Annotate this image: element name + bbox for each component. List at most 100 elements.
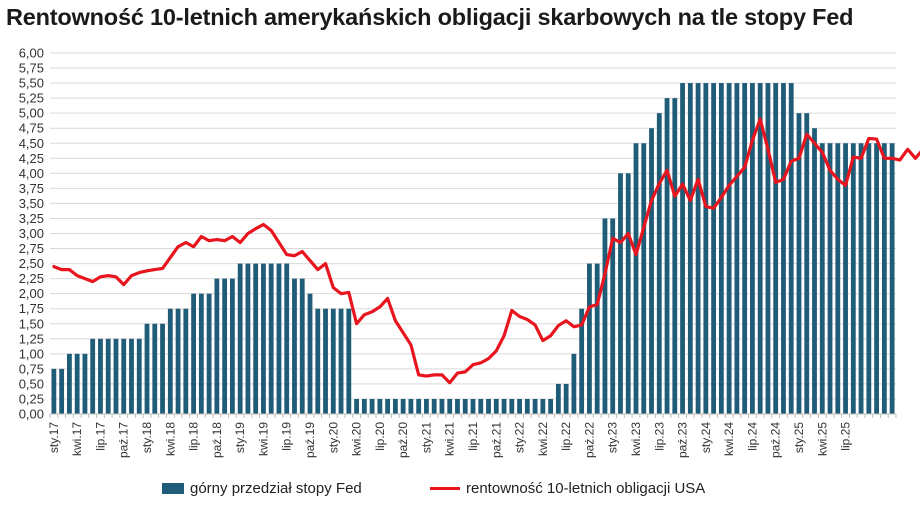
bar	[633, 143, 639, 414]
bar	[105, 338, 111, 414]
y-tick-label: 4,50	[19, 136, 44, 151]
bar	[757, 83, 763, 414]
x-axis: sty.17 kwi.17 lip.17 paź.17 sty.18 kwi.18 lip.…	[47, 413, 897, 458]
legend-swatch-line	[430, 487, 460, 490]
bar	[711, 83, 717, 414]
y-tick-label: 5,75	[19, 61, 44, 76]
y-tick-label: 3,00	[19, 226, 44, 241]
x-tick-label: lip.25	[839, 422, 853, 451]
bar	[229, 278, 235, 414]
bar	[548, 398, 554, 414]
bar	[299, 278, 305, 414]
bar	[540, 398, 546, 414]
bar	[874, 143, 880, 414]
line-series	[52, 117, 920, 385]
bar	[74, 353, 80, 414]
bar	[765, 83, 771, 414]
bar	[501, 398, 507, 414]
x-tick-label: lip.19	[280, 422, 294, 451]
bar	[602, 218, 608, 414]
bar	[424, 398, 429, 414]
bar	[889, 143, 895, 414]
y-tick-label: 4,00	[19, 166, 44, 181]
bar	[524, 398, 530, 414]
bar	[835, 143, 841, 414]
bar	[82, 353, 88, 414]
bar	[610, 218, 616, 414]
bar	[796, 113, 802, 415]
x-tick-label: sty.21	[419, 422, 433, 453]
x-tick-label: sty.20	[326, 422, 340, 453]
bar	[400, 398, 406, 414]
bar	[587, 263, 592, 414]
bar	[315, 308, 321, 414]
bar	[827, 143, 833, 414]
bar	[276, 263, 282, 414]
bar	[804, 113, 810, 415]
bar	[812, 128, 817, 415]
x-tick-label: paź.17	[117, 422, 131, 458]
chart-title: Rentowność 10-letnich amerykańskich obli…	[6, 4, 854, 30]
bar	[843, 143, 848, 414]
bar	[455, 398, 460, 414]
y-tick-label: 2,50	[19, 256, 44, 271]
y-tick-label: 3,75	[19, 181, 44, 196]
bar	[649, 128, 654, 415]
legend: górny przedział stopy Fed rentowność 10-…	[0, 480, 920, 502]
x-tick-label: kwi.25	[815, 422, 829, 456]
bar	[175, 308, 181, 414]
bar	[369, 398, 375, 414]
y-tick-label: 2,75	[19, 241, 44, 256]
bar	[160, 323, 165, 414]
bar	[641, 143, 647, 414]
x-tick-label: lip.23	[652, 422, 666, 451]
bar	[66, 353, 72, 414]
x-tick-label: sty.23	[606, 422, 620, 453]
y-tick-label: 1,50	[19, 316, 44, 331]
x-tick-label: kwi.18	[163, 422, 177, 456]
x-tick-label: lip.18	[187, 422, 201, 451]
x-tick-label: lip.24	[745, 422, 759, 451]
y-tick-label: 3,25	[19, 211, 44, 226]
x-tick-label: kwi.23	[629, 422, 643, 456]
bar	[377, 398, 383, 414]
x-tick-label: sty.17	[47, 422, 61, 453]
bar	[462, 398, 468, 414]
bar	[439, 398, 445, 414]
x-tick-label: kwi.22	[536, 422, 550, 456]
x-tick-label: sty.19	[233, 422, 247, 453]
x-tick-label: sty.18	[140, 422, 154, 453]
bar	[346, 308, 352, 414]
y-tick-label: 0,00	[19, 407, 44, 422]
bar	[354, 398, 359, 414]
bar	[167, 308, 173, 414]
bar	[98, 338, 103, 414]
bar	[198, 293, 204, 414]
bar	[121, 338, 127, 414]
bar	[571, 353, 577, 414]
bar	[493, 398, 499, 414]
x-tick-label: paź.24	[769, 422, 783, 458]
bar	[625, 173, 631, 414]
legend-label-treasury-yield: rentowność 10-letnich obligacji USA	[466, 480, 706, 497]
x-tick-label: paź.20	[396, 422, 410, 458]
bar	[253, 263, 259, 414]
y-tick-label: 5,00	[19, 106, 44, 121]
bar	[431, 398, 437, 414]
y-tick-label: 2,25	[19, 271, 44, 286]
bar	[416, 398, 422, 414]
bar	[532, 398, 538, 414]
bar	[703, 83, 709, 414]
bar	[742, 83, 748, 414]
bar	[408, 398, 414, 414]
bar	[781, 83, 786, 414]
bar	[284, 263, 290, 414]
x-tick-label: sty.22	[513, 422, 527, 453]
bar	[307, 293, 313, 414]
bar	[51, 368, 57, 414]
bar	[152, 323, 158, 414]
x-tick-label: kwi.24	[722, 422, 736, 456]
bar	[773, 83, 779, 414]
bar	[734, 83, 740, 414]
